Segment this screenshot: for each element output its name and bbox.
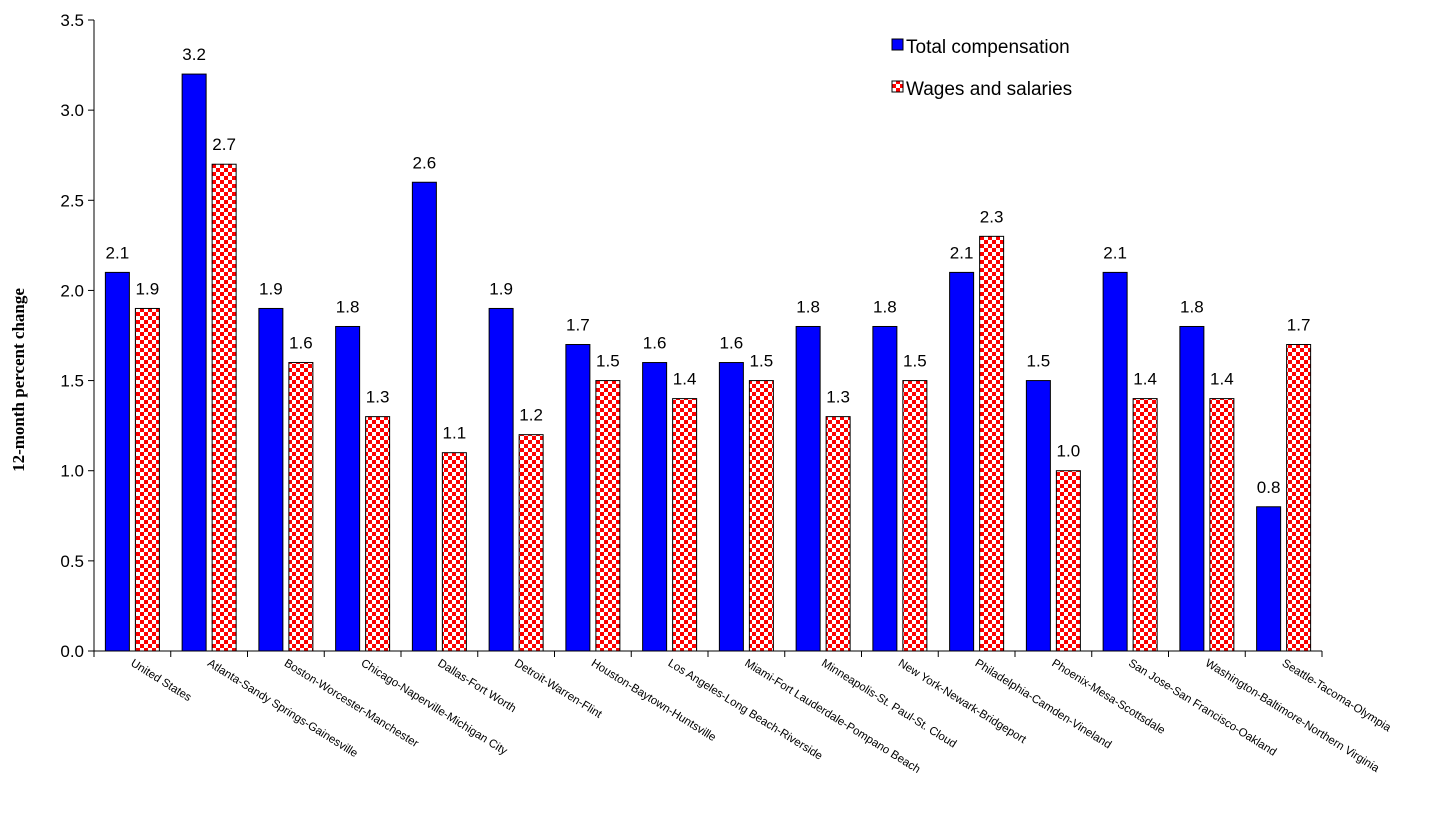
data-label-total-compensation-washington-baltimore-northern-virginia: 1.8 <box>1180 297 1204 316</box>
data-label-wages-and-salaries-detroit-warren-flint: 1.2 <box>519 406 543 425</box>
bar-wages-and-salaries-washington-baltimore-northern-virginia <box>1209 398 1235 652</box>
data-label-total-compensation-united-states: 2.1 <box>106 243 130 262</box>
bar-wages-and-salaries-san-jose-san-francisco-oakland <box>1132 398 1158 652</box>
bar-wages-and-salaries-minneapolis-st-paul-st-cloud <box>825 416 851 652</box>
legend-swatch-wages-and-salaries <box>891 80 904 93</box>
data-label-total-compensation-detroit-warren-flint: 1.9 <box>489 279 513 298</box>
x-category-label-united-states: United States <box>128 657 193 704</box>
legend-swatch-total-compensation <box>891 38 904 51</box>
x-axis: United States Atlanta-Sandy Springs-Gaine… <box>93 650 1393 776</box>
bar-total-compensation-atlanta-sandy-springs-gainesville <box>181 73 207 652</box>
y-tick-label: 0.5 <box>60 552 84 571</box>
data-label-wages-and-salaries-houston-baytown-huntsville: 1.5 <box>596 352 620 371</box>
data-label-total-compensation-minneapolis-st-paul-st-cloud: 1.8 <box>796 297 820 316</box>
bar-wages-and-salaries-atlanta-sandy-springs-gainesville <box>211 163 237 652</box>
data-label-total-compensation-san-jose-san-francisco-oakland: 2.1 <box>1103 243 1127 262</box>
x-category-label-chicago-naperville-michigan-city: Chicago-Naperville-Michigan City <box>359 657 510 757</box>
x-category-label-houston-baytown-huntsville: Houston-Baytown-Huntsville <box>589 657 718 744</box>
y-tick-label: 2.5 <box>60 191 84 210</box>
bar-total-compensation-minneapolis-st-paul-st-cloud <box>795 325 821 652</box>
data-label-total-compensation-phoenix-mesa-scottsdale: 1.5 <box>1027 352 1051 371</box>
data-label-wages-and-salaries-miami-fort-lauderdale-pompano-beach: 1.5 <box>750 352 774 371</box>
x-category-label-los-angeles-long-beach-riverside: Los Angeles-Long Beach-Riverside <box>666 657 825 762</box>
data-label-total-compensation-atlanta-sandy-springs-gainesville: 3.2 <box>182 45 206 64</box>
x-category-label-san-jose-san-francisco-oakland: San Jose-San Francisco-Oakland <box>1126 657 1278 758</box>
bar-total-compensation-new-york-newark-bridgeport <box>872 325 898 652</box>
bar-total-compensation-detroit-warren-flint <box>488 307 514 652</box>
data-label-wages-and-salaries-atlanta-sandy-springs-gainesville: 2.7 <box>212 135 236 154</box>
bar-total-compensation-chicago-naperville-michigan-city <box>335 325 361 652</box>
bar-wages-and-salaries-houston-baytown-huntsville <box>595 380 621 652</box>
bar-wages-and-salaries-dallas-fort-worth <box>441 452 467 652</box>
y-tick-label: 2.0 <box>60 281 84 300</box>
bar-total-compensation-dallas-fort-worth <box>411 181 437 652</box>
bar-total-compensation-washington-baltimore-northern-virginia <box>1179 325 1205 652</box>
legend-label-wages-and-salaries: Wages and salaries <box>906 79 1072 100</box>
data-label-total-compensation-boston-worcester-manchester: 1.9 <box>259 279 283 298</box>
bars <box>104 73 1312 652</box>
bar-wages-and-salaries-los-angeles-long-beach-riverside <box>672 398 698 652</box>
data-labels: 2.1 3.2 1.9 1.8 2.6 1.9 1.7 1.6 1.6 1.8 1.8 2.1 1.5 2… <box>106 45 1311 497</box>
x-category-label-new-york-newark-bridgeport: New York-Newark-Bridgeport <box>896 657 1029 746</box>
bar-total-compensation-los-angeles-long-beach-riverside <box>642 362 668 652</box>
y-tick-label: 3.0 <box>60 101 84 120</box>
data-label-wages-and-salaries-philadelphia-camden-vineland: 2.3 <box>980 207 1004 226</box>
data-label-total-compensation-new-york-newark-bridgeport: 1.8 <box>873 297 897 316</box>
data-label-total-compensation-philadelphia-camden-vineland: 2.1 <box>950 243 974 262</box>
data-label-wages-and-salaries-united-states: 1.9 <box>136 279 160 298</box>
bar-total-compensation-united-states <box>104 271 130 652</box>
legend-label-total-compensation: Total compensation <box>906 37 1070 58</box>
bar-total-compensation-san-jose-san-francisco-oakland <box>1102 271 1128 652</box>
data-label-wages-and-salaries-washington-baltimore-northern-virginia: 1.4 <box>1210 370 1234 389</box>
y-tick-label: 1.5 <box>60 372 84 391</box>
bar-wages-and-salaries-detroit-warren-flint <box>518 434 544 652</box>
bar-total-compensation-seattle-tacoma-olympia <box>1256 506 1282 652</box>
data-label-wages-and-salaries-minneapolis-st-paul-st-cloud: 1.3 <box>826 388 850 407</box>
data-label-wages-and-salaries-san-jose-san-francisco-oakland: 1.4 <box>1133 370 1157 389</box>
data-label-total-compensation-miami-fort-lauderdale-pompano-beach: 1.6 <box>720 334 744 353</box>
x-category-label-boston-worcester-manchester: Boston-Worcester-Manchester <box>282 657 421 750</box>
bar-wages-and-salaries-united-states <box>134 307 160 652</box>
bar-wages-and-salaries-philadelphia-camden-vineland <box>979 235 1005 652</box>
bar-total-compensation-miami-fort-lauderdale-pompano-beach <box>718 362 744 652</box>
data-label-wages-and-salaries-boston-worcester-manchester: 1.6 <box>289 334 313 353</box>
x-category-label-philadelphia-camden-vineland: Philadelphia-Camden-Vineland <box>973 657 1114 751</box>
bar-wages-and-salaries-seattle-tacoma-olympia <box>1286 344 1312 652</box>
bar-total-compensation-boston-worcester-manchester <box>258 307 284 652</box>
bar-wages-and-salaries-chicago-naperville-michigan-city <box>365 416 391 652</box>
data-label-wages-and-salaries-seattle-tacoma-olympia: 1.7 <box>1287 316 1311 335</box>
data-label-total-compensation-seattle-tacoma-olympia: 0.8 <box>1257 478 1281 497</box>
data-label-wages-and-salaries-phoenix-mesa-scottsdale: 1.0 <box>1057 442 1081 461</box>
data-label-wages-and-salaries-dallas-fort-worth: 1.1 <box>443 424 467 443</box>
x-category-label-dallas-fort-worth: Dallas-Fort Worth <box>435 657 518 715</box>
bar-wages-and-salaries-phoenix-mesa-scottsdale <box>1055 470 1081 652</box>
bar-total-compensation-phoenix-mesa-scottsdale <box>1025 380 1051 652</box>
y-axis-label: 12-month percent change <box>9 288 28 472</box>
y-tick-label: 0.0 <box>60 642 84 661</box>
y-tick-label: 1.0 <box>60 462 84 481</box>
data-label-total-compensation-chicago-naperville-michigan-city: 1.8 <box>336 297 360 316</box>
data-label-total-compensation-houston-baytown-huntsville: 1.7 <box>566 316 590 335</box>
bar-wages-and-salaries-boston-worcester-manchester <box>288 362 314 652</box>
data-label-wages-and-salaries-new-york-newark-bridgeport: 1.5 <box>903 352 927 371</box>
bar-total-compensation-philadelphia-camden-vineland <box>949 271 975 652</box>
bar-wages-and-salaries-new-york-newark-bridgeport <box>902 380 928 652</box>
data-label-wages-and-salaries-chicago-naperville-michigan-city: 1.3 <box>366 388 390 407</box>
data-label-total-compensation-dallas-fort-worth: 2.6 <box>413 153 437 172</box>
x-category-label-minneapolis-st-paul-st-cloud: Minneapolis-St. Paul-St. Cloud <box>819 657 958 750</box>
data-label-wages-and-salaries-los-angeles-long-beach-riverside: 1.4 <box>673 370 697 389</box>
y-tick-label: 3.5 <box>60 11 84 30</box>
bar-wages-and-salaries-miami-fort-lauderdale-pompano-beach <box>748 380 774 652</box>
data-label-total-compensation-los-angeles-long-beach-riverside: 1.6 <box>643 334 667 353</box>
legend: Total compensation Wages and salaries <box>891 37 1072 100</box>
x-category-label-atlanta-sandy-springs-gainesville: Atlanta-Sandy Springs-Gainesville <box>205 657 359 760</box>
y-axis: 0.0 0.5 1.0 1.5 2.0 2.5 3.0 3.5 <box>60 11 95 661</box>
bar-total-compensation-houston-baytown-huntsville <box>565 344 591 652</box>
